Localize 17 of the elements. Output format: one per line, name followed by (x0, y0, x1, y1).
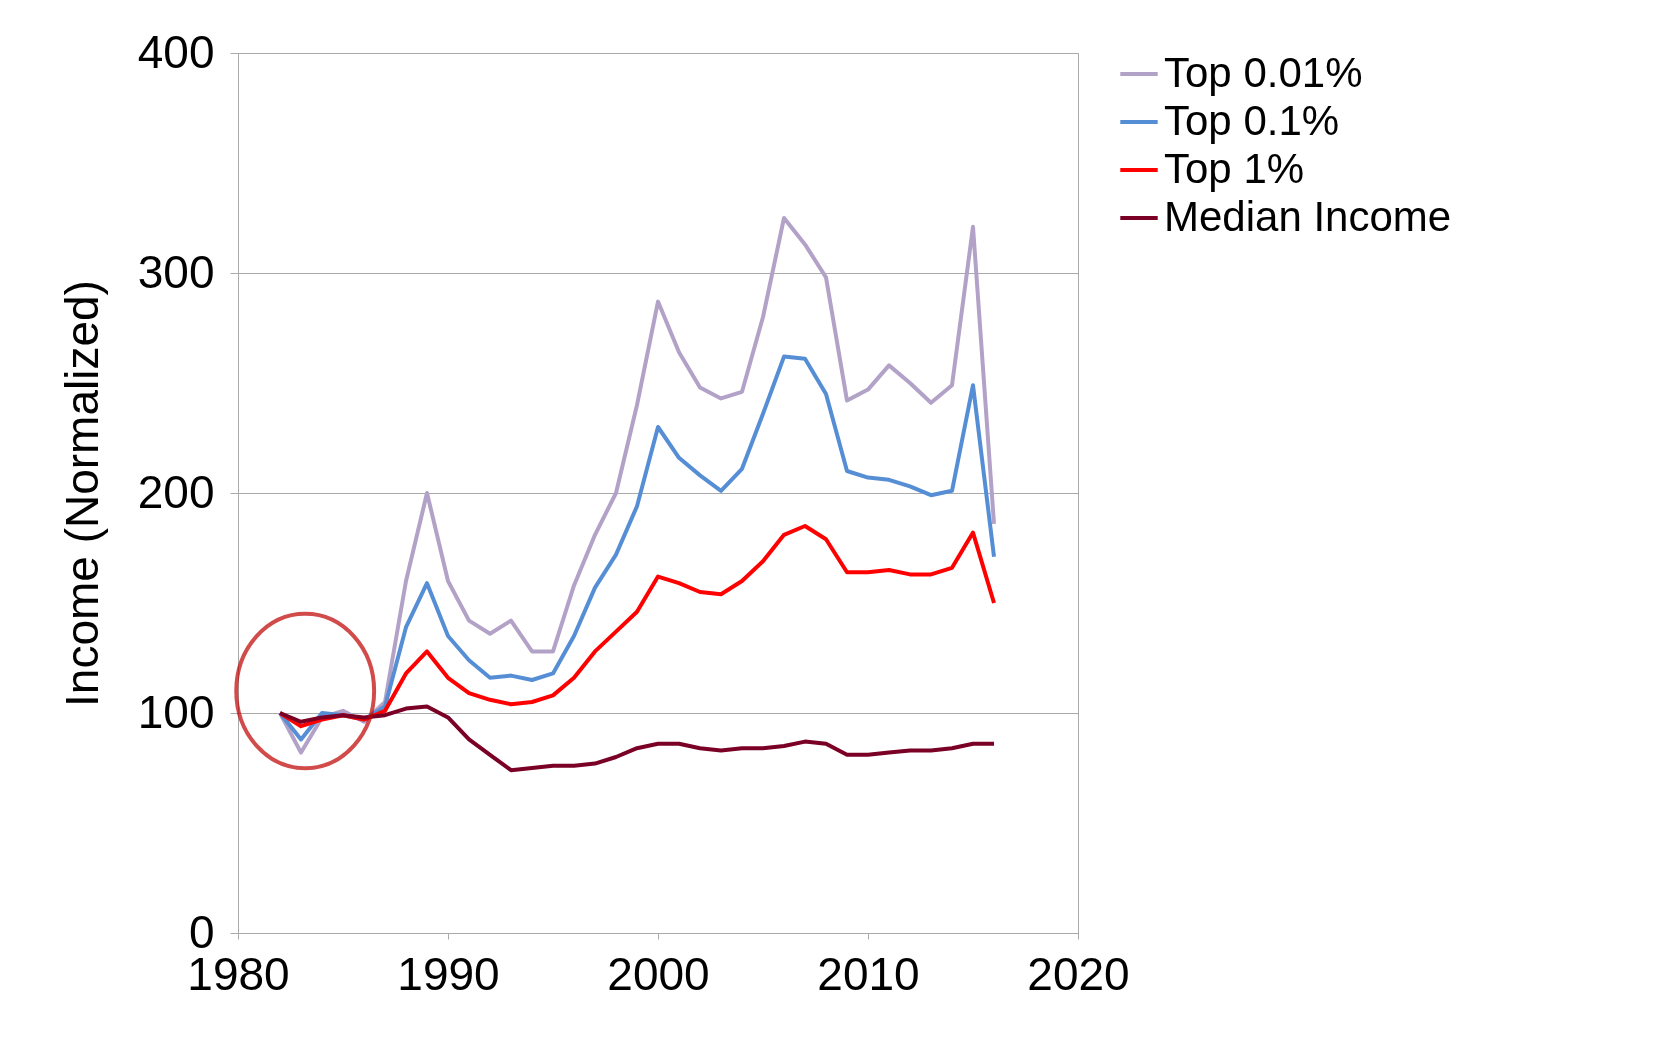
y-tick-label: 100 (137, 685, 215, 738)
line-series (278, 354, 996, 742)
y-tick-label: 400 (137, 25, 215, 78)
y-tick-label: 300 (137, 245, 215, 298)
x-tick-label: 1990 (397, 947, 500, 1000)
y-tick-label: 200 (137, 465, 215, 518)
legend-label: Median Income (1164, 193, 1452, 240)
line-series (278, 216, 996, 755)
legend-label: Top 1% (1164, 145, 1305, 192)
line-series (278, 524, 996, 729)
x-tick-label: 2020 (1027, 947, 1130, 1000)
line-series (278, 704, 996, 773)
x-tick-label: 2010 (817, 947, 920, 1000)
legend-label: Top 0.01% (1164, 49, 1363, 96)
y-axis-title: Income (Normalized) (55, 280, 108, 707)
x-tick-label: 2000 (607, 947, 710, 1000)
legend-label: Top 0.1% (1164, 97, 1340, 144)
